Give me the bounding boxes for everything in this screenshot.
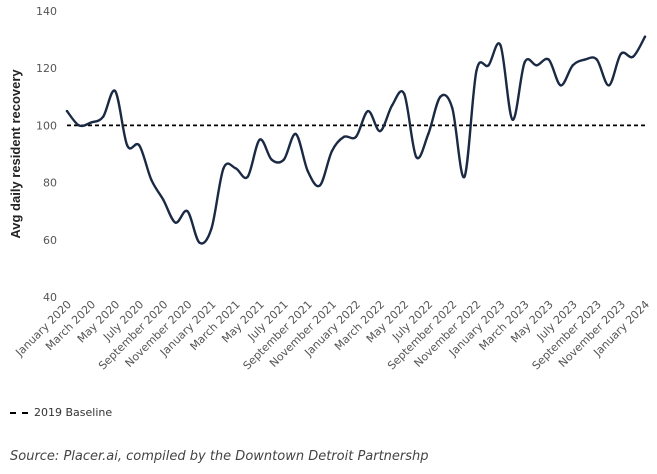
data-point — [463, 175, 466, 179]
data-point — [318, 184, 322, 187]
data-point — [571, 64, 574, 67]
data-point — [559, 84, 562, 87]
data-point — [150, 178, 153, 181]
data-point — [631, 55, 635, 58]
data-point — [390, 104, 394, 107]
data-point — [306, 169, 310, 173]
data-point — [511, 118, 514, 121]
data-point — [174, 221, 177, 224]
data-point — [595, 58, 599, 61]
resident-recovery-line — [65, 35, 647, 245]
y-tick-label: 140 — [36, 5, 57, 18]
data-point — [451, 107, 454, 110]
data-point — [643, 35, 647, 38]
data-point — [186, 210, 189, 213]
data-point — [547, 58, 550, 61]
data-point — [378, 129, 382, 133]
data-point — [77, 124, 81, 127]
data-point — [101, 115, 105, 119]
data-point — [583, 58, 586, 61]
data-point — [415, 155, 418, 159]
data-point — [354, 135, 358, 139]
data-point — [475, 69, 478, 73]
data-point — [439, 95, 442, 99]
source-note: Source: Placer.ai, compiled by the Downt… — [10, 449, 429, 464]
data-point — [499, 44, 502, 47]
data-point — [487, 64, 490, 67]
y-tick-label: 80 — [43, 177, 57, 190]
data-point — [210, 227, 213, 230]
data-point — [113, 89, 117, 93]
data-point — [607, 84, 611, 87]
data-point — [138, 144, 141, 147]
data-point — [282, 158, 285, 161]
data-point — [366, 109, 370, 113]
y-axis-label: Avg daily resident recovery — [8, 69, 23, 239]
data-point — [126, 144, 129, 147]
data-point — [523, 61, 526, 64]
data-point — [258, 138, 261, 141]
data-point — [294, 132, 297, 136]
legend: 2019 Baseline — [10, 406, 112, 419]
data-point — [619, 52, 623, 56]
dashed-line-swatch-icon — [10, 411, 28, 414]
data-point — [234, 167, 237, 170]
y-tick-label: 40 — [43, 291, 57, 304]
data-point — [330, 149, 334, 153]
data-point — [342, 135, 346, 139]
data-point — [89, 121, 93, 124]
y-tick-label: 60 — [43, 234, 57, 247]
data-point — [162, 198, 165, 201]
data-point — [65, 109, 69, 113]
data-points — [65, 35, 647, 244]
y-axis: 40 60 80 100 120 140 — [36, 5, 57, 304]
data-point — [427, 132, 430, 136]
legend-baseline-label: 2019 Baseline — [34, 406, 113, 419]
data-point — [270, 158, 273, 161]
data-point — [246, 175, 249, 179]
data-point — [402, 92, 406, 96]
data-point — [222, 167, 225, 170]
data-point — [198, 241, 201, 244]
y-tick-label: 100 — [36, 119, 57, 132]
y-tick-label: 120 — [36, 62, 57, 75]
data-point — [535, 64, 538, 67]
